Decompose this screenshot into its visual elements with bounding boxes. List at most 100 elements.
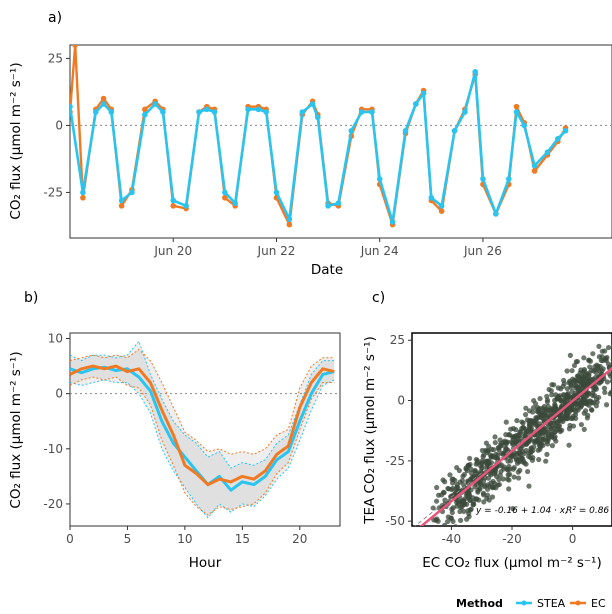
c-scatter-point (468, 466, 474, 472)
c-scatter-point (477, 486, 483, 492)
c-scatter-point (457, 479, 463, 485)
b-ytick-label: -10 (43, 442, 63, 456)
c-scatter-point (592, 364, 598, 370)
c-scatter-point (590, 376, 596, 382)
c-scatter-point (536, 456, 542, 463)
panel-a-timeseries: 25 0 -25 Jun 20 Jun 22 Jun 24 Jun 26 Date CO₂ … (8, 44, 612, 278)
c-scatter-point (510, 434, 516, 440)
panel-c-scatter: 25 0 -25 -50 -40 -20 0 y = -0.16 + 1.04 · x, R… (362, 332, 612, 571)
c-scatter-point (564, 368, 570, 374)
panel-c-label: c) (372, 290, 385, 306)
c-scatter-point (466, 497, 473, 503)
c-scatter-point (449, 476, 455, 483)
a-point-stea (555, 136, 561, 142)
c-scatter-point (561, 393, 567, 399)
c-scatter-point (450, 485, 456, 492)
c-scatter-point (500, 476, 506, 482)
c-scatter-point (495, 452, 501, 458)
c-scatter-point (549, 443, 556, 449)
legend-ec-marker (575, 600, 581, 606)
a-point-stea (521, 122, 528, 129)
c-scatter-point (485, 492, 491, 498)
c-scatter-point (534, 437, 540, 444)
a-point-stea (325, 203, 331, 209)
c-scatter-point (586, 379, 592, 385)
c-scatter-point (496, 447, 502, 453)
c-scatter-point (523, 405, 529, 411)
c-scatter-point (450, 518, 456, 524)
legend-stea-label: STEA (537, 597, 566, 610)
c-scatter-point (496, 481, 503, 488)
a-point-stea (255, 106, 262, 113)
c-scatter-point (567, 422, 573, 429)
c-ytick-label: -50 (385, 514, 405, 528)
c-scatter-point (549, 423, 555, 429)
b-xtick-label: 20 (292, 532, 307, 546)
c-xtick-label: -20 (502, 532, 522, 546)
panel-b-label: b) (24, 290, 38, 306)
c-scatter-point (489, 494, 496, 500)
c-scatter-point (545, 429, 551, 435)
c-scatter-point (573, 415, 579, 422)
c-scatter-point (522, 412, 529, 418)
c-scatter-point (519, 455, 525, 461)
a-point-ec (80, 194, 86, 201)
c-scatter-point (555, 385, 561, 391)
c-scatter-point (609, 378, 612, 384)
c-scatter-point (530, 405, 537, 411)
a-series-line-stea (70, 70, 567, 224)
c-scatter-point (525, 429, 531, 435)
c-scatter-point (453, 489, 459, 495)
a-point-stea (93, 109, 99, 115)
c-scatter-point (598, 357, 604, 364)
c-scatter-point (449, 509, 455, 516)
c-scatter-point (604, 379, 610, 385)
c-scatter-point (540, 436, 546, 443)
b-xtick-label: 5 (124, 532, 132, 546)
c-scatter-point (574, 358, 581, 365)
a-point-stea (513, 109, 520, 115)
c-scatter-point (526, 423, 532, 429)
c-scatter-point (527, 455, 534, 461)
c-scatter-point (492, 439, 498, 446)
c-scatter-point (461, 501, 467, 508)
a-point-stea (420, 90, 427, 97)
c-scatter-point (549, 406, 555, 413)
c-scatter-point (517, 429, 523, 435)
c-scatter-point (508, 454, 514, 460)
c-scatter-point (468, 470, 475, 476)
c-scatter-point (526, 483, 532, 489)
c-scatter-point (441, 522, 448, 526)
c-scatter-point (507, 466, 513, 472)
regression-r2: R² = 0.86 (566, 506, 609, 516)
c-scatter-point (468, 487, 474, 493)
a-point-stea (376, 176, 383, 182)
panel-c-ticks: 25 0 -25 -50 -40 -20 0 (385, 333, 576, 546)
c-scatter-point (602, 389, 608, 395)
panel-a-ticks: 25 0 -25 Jun 20 Jun 22 Jun 24 Jun 26 (43, 51, 501, 258)
c-scatter-point (563, 412, 569, 418)
a-point-stea (263, 109, 269, 115)
a-point-ec (100, 95, 107, 102)
a-point-stea (129, 189, 135, 196)
c-scatter-point (519, 419, 525, 425)
c-scatter-point (579, 380, 586, 386)
c-scatter-point (587, 398, 593, 404)
c-scatter-point (473, 461, 479, 467)
c-scatter-point (467, 455, 473, 462)
c-scatter-point (461, 471, 468, 478)
panel-b-xlabel: Hour (189, 555, 222, 571)
c-scatter-point (608, 373, 612, 379)
b-lower-bound-stea (70, 379, 335, 519)
c-scatter-point (583, 408, 589, 414)
c-scatter-point (445, 514, 451, 520)
a-point-ec (531, 168, 538, 174)
panel-b-frame (69, 332, 341, 527)
c-scatter-point (575, 373, 581, 379)
c-scatter-point (603, 402, 610, 408)
c-scatter-point (521, 431, 527, 437)
c-scatter-point (513, 427, 519, 433)
a-point-stea (222, 189, 228, 196)
legend-title: Method (456, 597, 503, 610)
